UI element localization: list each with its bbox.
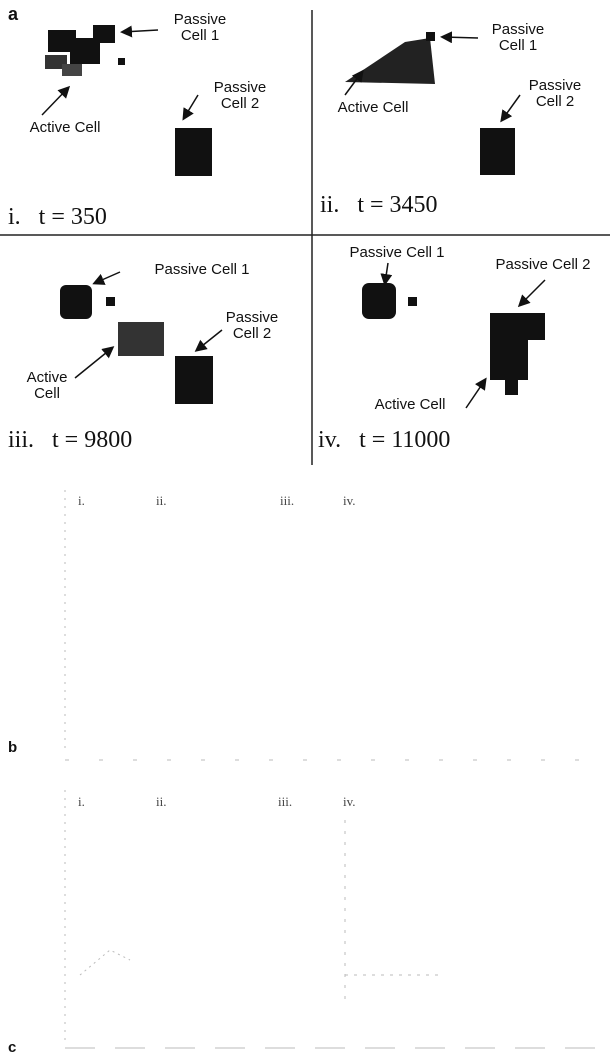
annotation: Passive Cell 1 (491, 21, 545, 54)
panel-label: b (8, 739, 18, 756)
annotation: Active Cell (337, 99, 409, 116)
annotation: Passive Cell 2 (528, 77, 582, 110)
annotation: Passive Cell 2 (495, 256, 591, 273)
panel-label: c (8, 1039, 17, 1056)
cells-ii (345, 32, 515, 175)
chart-frames (64, 490, 600, 1049)
numeral: ii. (320, 192, 340, 218)
annotation: Active Cell (29, 119, 101, 136)
cells-i (45, 25, 212, 176)
numeral: i. (8, 204, 21, 230)
time-label: iv. t = 11000 (318, 428, 450, 452)
time-label: ii. t = 3450 (320, 193, 438, 217)
time-label: iii. t = 9800 (8, 428, 132, 452)
phase-marker: i. (78, 493, 85, 508)
phase-marker: ii. (156, 493, 167, 508)
time: t = 9800 (52, 427, 133, 453)
annotation: Passive Cell 1 (173, 11, 227, 44)
annotation: Active Cell (374, 396, 446, 413)
phase-marker: i. (78, 794, 85, 809)
annotation: Passive Cell 1 (349, 244, 445, 261)
cells-iii (60, 285, 213, 404)
panel-label: a (8, 4, 19, 24)
phase-marker: iv. (343, 794, 356, 809)
numeral: iii. (8, 427, 35, 453)
numeral: iv. (318, 427, 342, 453)
annotation: Passive Cell 2 (225, 309, 279, 342)
annotation: Passive Cell 1 (154, 261, 250, 278)
annotation: Active Cell (26, 369, 68, 402)
time-label: i. t = 350 (8, 205, 107, 229)
phase-marker: iii. (278, 794, 293, 809)
cells-iv (362, 283, 545, 395)
time: t = 350 (38, 204, 107, 230)
annotation: Passive Cell 2 (213, 79, 267, 112)
phase-marker: ii. (156, 794, 167, 809)
time: t = 3450 (357, 192, 438, 218)
time: t = 11000 (359, 427, 451, 453)
phase-marker: iii. (280, 493, 295, 508)
phase-marker: iv. (343, 493, 356, 508)
